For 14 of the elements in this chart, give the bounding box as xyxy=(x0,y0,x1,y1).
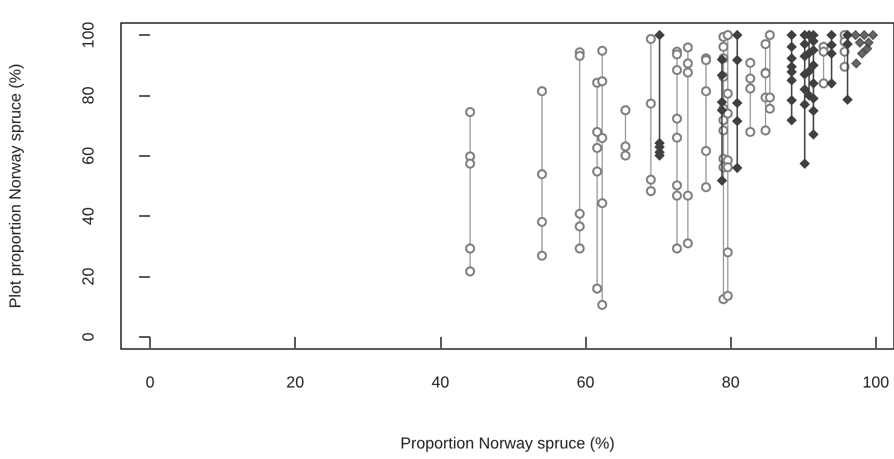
x-tick-label: 40 xyxy=(431,374,450,392)
x-tick-label: 60 xyxy=(576,374,595,392)
x-tick-label: 0 xyxy=(146,374,155,392)
y-tick-label: 80 xyxy=(80,86,98,104)
x-tick-label: 100 xyxy=(862,374,890,392)
y-tick-label: 40 xyxy=(80,207,98,226)
y-tick-label: 0 xyxy=(80,332,98,342)
x-tick-label: 80 xyxy=(722,374,740,392)
y-tick-label: 100 xyxy=(80,22,98,48)
x-axis-title: Proportion Norway spruce (%) xyxy=(400,436,615,452)
x-tick-label: 20 xyxy=(286,374,304,392)
y-tick-label: 20 xyxy=(80,268,98,286)
y-axis-title: Plot proportion Norway spruce (%) xyxy=(8,64,24,308)
y-tick-label: 60 xyxy=(80,146,98,165)
